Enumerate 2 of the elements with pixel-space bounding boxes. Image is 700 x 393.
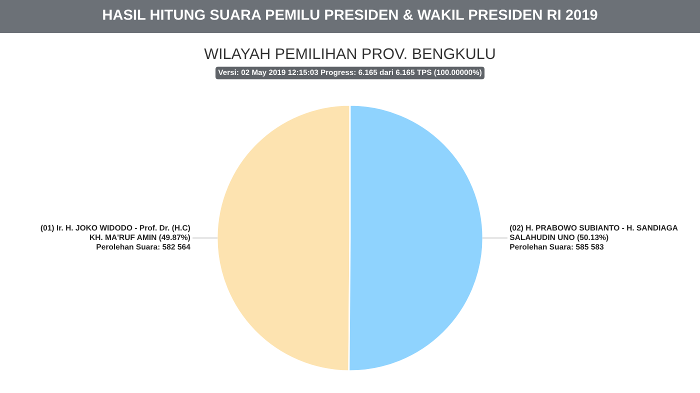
chart-title: HASIL HITUNG SUARA PEMILU PRESIDEN & WAKIL PRESIDEN RI 2019 bbox=[103, 10, 598, 20]
chart-subtitle: WILAYAH PEMILIHAN PROV. BENGKULU bbox=[204, 48, 495, 60]
